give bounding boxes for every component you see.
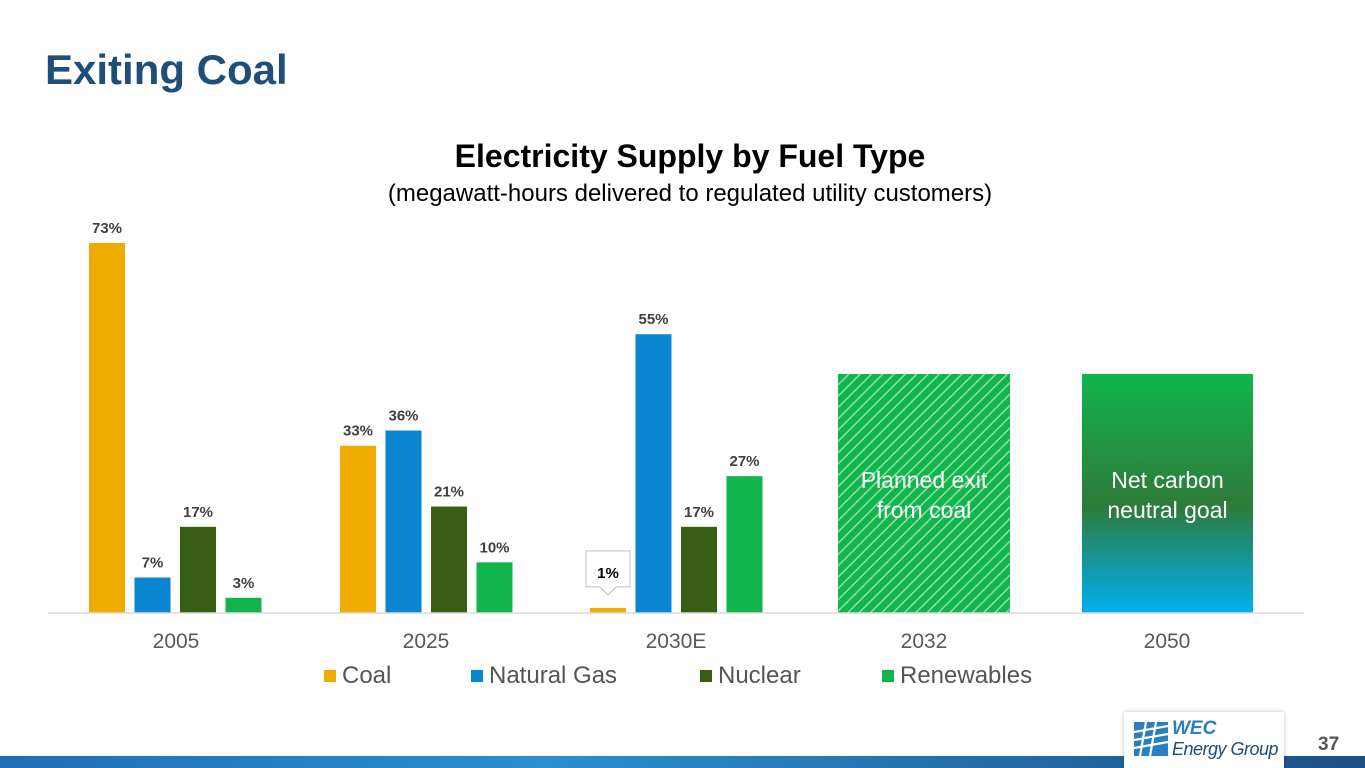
- callout-block-2032: [838, 374, 1010, 613]
- legend-item-natural-gas: Natural Gas: [471, 662, 617, 690]
- data-label: 33%: [343, 423, 373, 440]
- data-label: 10%: [479, 539, 509, 556]
- legend-swatch: [882, 670, 894, 682]
- data-label: 17%: [183, 504, 213, 521]
- page-number: 37: [1318, 734, 1340, 755]
- data-label: 7%: [142, 555, 164, 572]
- x-tick-label: 2032: [901, 630, 948, 653]
- bar-nuclear-2025: [431, 506, 467, 613]
- bar-renewables-2030e: [726, 476, 763, 613]
- data-label: 3%: [233, 575, 255, 592]
- bar-natural-gas-2030e: [635, 334, 672, 613]
- logo-mark-icon: [1134, 722, 1168, 756]
- logo-text-wec: WEC: [1172, 718, 1217, 739]
- data-label-callout-box: [585, 550, 631, 596]
- legend-item-nuclear: Nuclear: [700, 662, 801, 690]
- bar-chart: 73% 33% 1% 7% 36% 55% 17% 21% 17% 3% 10% 27% Planne…: [48, 220, 1304, 653]
- x-tick-label: 2025: [403, 630, 450, 653]
- footer-bar: [0, 756, 1365, 768]
- bar-coal-2025: [340, 445, 376, 613]
- bar-renewables-2005: [225, 597, 262, 613]
- data-label: 21%: [434, 484, 464, 501]
- legend-label: Nuclear: [718, 662, 801, 689]
- legend-label: Coal: [342, 662, 392, 689]
- legend-swatch: [324, 670, 336, 682]
- chart-subtitle: (megawatt-hours delivered to regulated u…: [387, 180, 993, 207]
- legend-swatch: [471, 670, 483, 682]
- legend-label: Natural Gas: [489, 662, 618, 689]
- legend-item-coal: Coal: [324, 662, 391, 690]
- x-tick-label: 2050: [1144, 630, 1191, 653]
- logo-text-energy-group: Energy Group: [1172, 739, 1279, 759]
- callout-text: Net carbon: [1111, 467, 1224, 493]
- data-label: 17%: [684, 504, 714, 521]
- slide-title: Exiting Coal: [45, 46, 288, 93]
- callout-text: Planned exit: [861, 467, 988, 493]
- callout-text: neutral goal: [1107, 497, 1227, 523]
- callout-block-2050: [1082, 374, 1253, 613]
- bar-coal-2030e: [590, 607, 626, 613]
- bar-nuclear-2030e: [681, 526, 717, 613]
- bar-nuclear-2005: [180, 526, 216, 613]
- bar-natural-gas-2025: [385, 430, 422, 613]
- bar-coal-2005: [89, 243, 125, 613]
- data-label: 36%: [388, 408, 418, 425]
- bar-renewables-2025: [476, 562, 513, 613]
- data-label: 1%: [597, 565, 619, 582]
- bar-natural-gas-2005: [134, 577, 171, 613]
- data-label: 55%: [638, 311, 668, 328]
- data-label: 73%: [92, 220, 122, 237]
- chart-legend: Coal Natural Gas Nuclear Renewables: [0, 662, 1365, 692]
- legend-swatch: [700, 670, 712, 682]
- chart-title: Electricity Supply by Fuel Type: [454, 138, 926, 174]
- callout-text: from coal: [877, 497, 972, 523]
- data-label: 27%: [729, 453, 759, 470]
- x-tick-label: 2005: [153, 630, 200, 653]
- x-tick-label: 2030E: [646, 630, 707, 653]
- legend-label: Renewables: [900, 662, 1033, 689]
- legend-item-renewables: Renewables: [882, 662, 1032, 690]
- company-logo: WEC Energy Group: [1124, 712, 1284, 768]
